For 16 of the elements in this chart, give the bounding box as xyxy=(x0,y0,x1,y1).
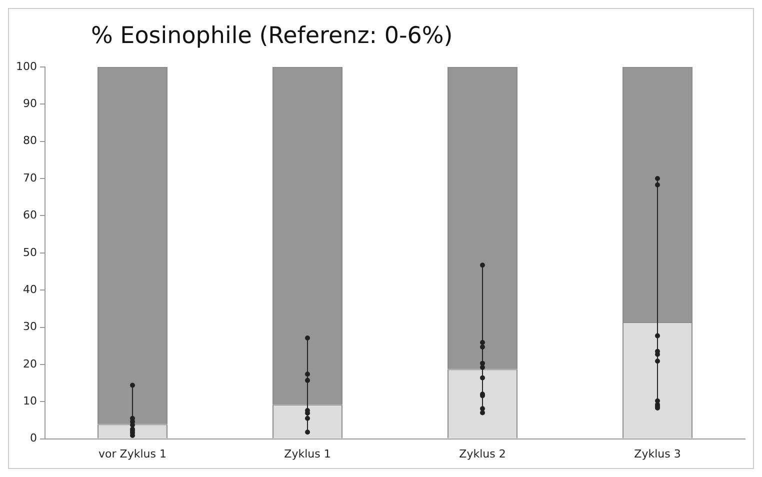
y-tick-label: 10 xyxy=(22,394,37,408)
y-tick-label: 80 xyxy=(22,134,37,148)
y-tick-label: 30 xyxy=(22,320,37,334)
y-tick-label: 50 xyxy=(22,246,37,259)
y-tick-label: 90 xyxy=(22,97,37,110)
x-tick-label: vor Zyklus 1 xyxy=(98,447,166,460)
y-tick-label: 20 xyxy=(22,357,37,370)
x-tick-label: Zyklus 1 xyxy=(284,447,331,460)
x-tick-label: Zyklus 2 xyxy=(459,447,506,460)
y-tick-label: 100 xyxy=(16,60,37,73)
chart-title: % Eosinophile (Referenz: 0-6%) xyxy=(91,23,453,49)
y-tick-label: 40 xyxy=(22,282,37,296)
y-tick-label: 70 xyxy=(22,171,37,184)
y-tick-label: 60 xyxy=(22,208,37,222)
x-tick-label: Zyklus 3 xyxy=(634,447,681,460)
y-tick-label: 0 xyxy=(30,432,37,445)
